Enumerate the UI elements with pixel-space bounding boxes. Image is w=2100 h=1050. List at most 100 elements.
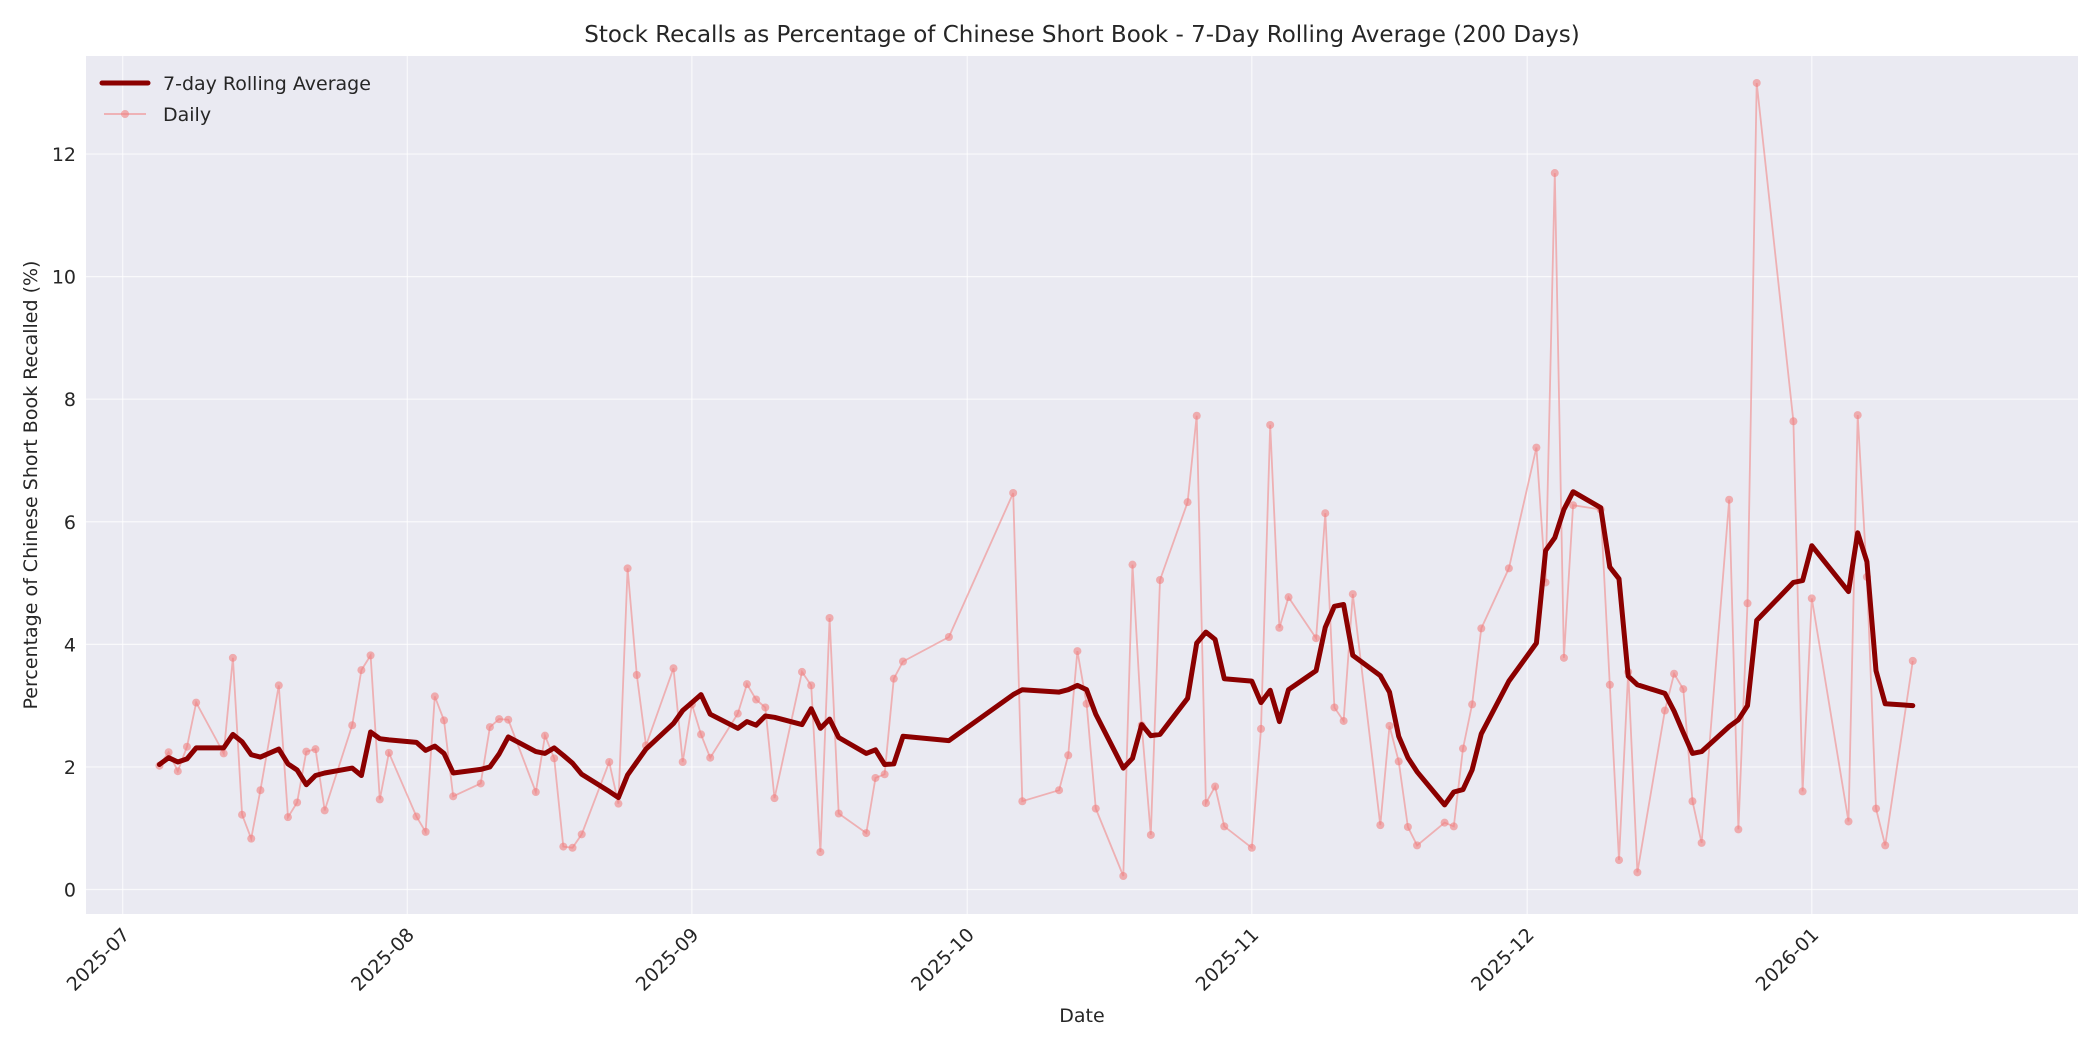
- y-tick-label: 12: [52, 144, 76, 166]
- daily-point: [1468, 700, 1477, 709]
- daily-point: [1789, 417, 1798, 426]
- daily-point: [898, 657, 907, 666]
- daily-point: [1734, 825, 1743, 834]
- rolling-line: [156, 489, 1916, 808]
- daily-point: [1183, 498, 1192, 507]
- daily-point: [1458, 744, 1467, 753]
- daily-point: [412, 812, 421, 821]
- daily-point: [366, 651, 375, 660]
- daily-point: [1660, 706, 1669, 715]
- y-tick-label: 2: [64, 757, 76, 779]
- daily-point: [1688, 797, 1697, 806]
- daily-point: [1853, 411, 1862, 420]
- plot-area: [86, 56, 2078, 914]
- daily-point: [430, 692, 439, 701]
- y-tick-label: 8: [64, 389, 76, 411]
- daily-point: [1385, 721, 1394, 730]
- daily-point: [1211, 782, 1220, 791]
- rolling-average-series: [156, 489, 1916, 808]
- daily-point: [476, 779, 485, 788]
- daily-point: [440, 716, 449, 725]
- daily-point: [1807, 594, 1816, 603]
- daily-point: [357, 666, 366, 675]
- daily-point: [256, 786, 265, 795]
- daily-point: [495, 715, 504, 724]
- daily-point: [550, 754, 559, 763]
- daily-point: [816, 848, 825, 857]
- daily-point: [192, 698, 201, 707]
- daily-point: [1146, 830, 1155, 839]
- daily-point: [834, 809, 843, 818]
- daily-point: [798, 667, 807, 676]
- daily-point: [449, 792, 458, 801]
- daily-point: [1339, 716, 1348, 725]
- daily-point: [1798, 787, 1807, 796]
- daily-point: [219, 749, 228, 758]
- daily-point: [623, 564, 632, 573]
- daily-point: [1376, 821, 1385, 830]
- daily-point: [1348, 590, 1357, 599]
- daily-point: [752, 695, 761, 704]
- daily-point: [1284, 593, 1293, 602]
- daily-point: [293, 798, 302, 807]
- daily-point: [944, 632, 953, 641]
- daily-point: [320, 806, 329, 815]
- daily-point: [182, 742, 191, 751]
- y-axis-ticks: 0 2 4 6 8 10 12: [52, 144, 76, 901]
- daily-point: [1156, 575, 1165, 584]
- daily-point: [1403, 822, 1412, 831]
- daily-point: [302, 747, 311, 756]
- daily-point: [1449, 822, 1458, 831]
- daily-point: [706, 753, 715, 762]
- daily-point: [504, 715, 513, 724]
- daily-point: [1477, 624, 1486, 633]
- daily-point: [173, 767, 182, 776]
- daily-point: [1605, 680, 1614, 689]
- daily-point: [605, 758, 614, 767]
- daily-point: [669, 664, 678, 673]
- legend-daily-label: Daily: [163, 104, 211, 126]
- daily-point: [678, 758, 687, 767]
- daily-point: [1908, 656, 1917, 665]
- daily-point: [1725, 495, 1734, 504]
- daily-point: [807, 681, 816, 690]
- daily-point: [531, 788, 540, 797]
- daily-point: [1670, 669, 1679, 678]
- daily-point: [1201, 799, 1210, 808]
- daily-point: [1532, 443, 1541, 452]
- daily-point: [274, 681, 283, 690]
- daily-point: [1844, 817, 1853, 826]
- daily-point: [384, 748, 393, 757]
- daily-point: [311, 745, 320, 754]
- daily-point: [559, 842, 568, 851]
- legend-rolling-label: 7-day Rolling Average: [163, 73, 371, 95]
- daily-point: [1550, 169, 1559, 178]
- y-tick-label: 0: [64, 879, 76, 901]
- daily-point: [1247, 843, 1256, 852]
- chart-title: Stock Recalls as Percentage of Chinese S…: [584, 22, 1580, 48]
- daily-point: [247, 834, 256, 843]
- daily-point: [1220, 822, 1229, 831]
- daily-point: [1330, 703, 1339, 712]
- daily-point: [1615, 856, 1624, 865]
- daily-point: [421, 827, 430, 836]
- daily-point: [1413, 841, 1422, 850]
- daily-point: [1073, 647, 1082, 656]
- daily-point: [871, 773, 880, 782]
- daily-point: [568, 843, 577, 852]
- daily-point: [1009, 488, 1018, 497]
- daily-point: [375, 795, 384, 804]
- x-axis-label: Date: [1059, 1005, 1104, 1027]
- daily-point: [1321, 509, 1330, 518]
- daily-point: [238, 810, 247, 819]
- daily-point: [761, 703, 770, 712]
- daily-point: [770, 794, 779, 803]
- daily-point: [540, 731, 549, 740]
- daily-point: [1633, 868, 1642, 877]
- daily-point: [733, 709, 742, 718]
- daily-point: [1091, 804, 1100, 813]
- daily-point: [348, 721, 357, 730]
- daily-point: [1128, 560, 1137, 569]
- daily-point: [880, 770, 889, 779]
- daily-point: [1394, 757, 1403, 766]
